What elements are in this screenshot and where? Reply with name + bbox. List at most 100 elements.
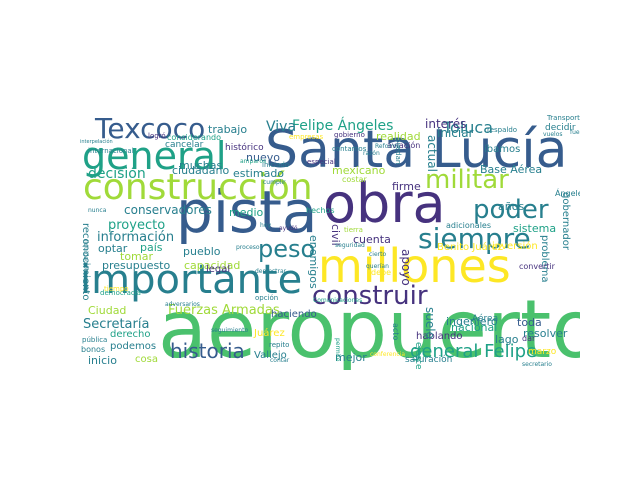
- word-hablando: hablando: [416, 331, 463, 342]
- word-peso: peso: [258, 235, 316, 263]
- word-repito: repito: [269, 341, 290, 349]
- word-demostrar: demostrar: [255, 268, 287, 275]
- word-resolver: resolver: [523, 327, 568, 340]
- word-decision: decisión: [88, 166, 146, 182]
- word-importante: importante: [80, 257, 303, 303]
- word-logro: logró: [148, 132, 166, 140]
- word-optar: optar: [98, 242, 128, 255]
- word-empresas: empresas: [289, 133, 324, 141]
- word-internacional: internacional: [88, 147, 134, 155]
- word-enemigos: enemigos: [307, 235, 320, 289]
- word-podemos: podemos: [110, 341, 157, 352]
- word-seguridad: seguridad: [335, 242, 365, 249]
- word-decidir: decidir: [545, 123, 576, 133]
- word-pista: pista: [176, 178, 318, 246]
- word-liquidacion: liquidación: [82, 240, 89, 273]
- word-comunicaciones: Comunicaciones: [313, 297, 363, 304]
- word-saturacion: saturación: [405, 355, 453, 365]
- word-opcion: opción: [255, 294, 279, 302]
- word-gobernador: gobernador: [560, 192, 571, 250]
- word-angeles: Ángeles: [555, 189, 580, 198]
- word-general-felipe: general Felipe: [410, 341, 538, 362]
- word-bonos: bonos: [81, 345, 106, 354]
- word-juarez: Juárez: [254, 328, 285, 339]
- word-nuevo: nuevo: [246, 151, 280, 164]
- word-nunca: nunca: [88, 207, 107, 214]
- word-pais: país: [140, 241, 163, 254]
- word-muchas: muchas: [179, 159, 223, 172]
- word-publica: pública: [82, 336, 108, 344]
- word-considerando: considerando: [167, 133, 221, 142]
- word-cumplir: cumplir: [263, 179, 286, 186]
- word-cierto: cierto: [369, 251, 387, 258]
- word-pueblo: pueblo: [183, 245, 221, 258]
- word-marzo: marzo: [528, 347, 557, 357]
- word-toda: toda: [517, 316, 542, 329]
- word-gobierno: gobierno: [334, 131, 365, 139]
- word-tierra: tierra: [344, 226, 363, 234]
- word-cosa: cosa: [135, 354, 158, 365]
- word-nacional: nacional: [451, 321, 498, 334]
- word-aerea: Aérea: [472, 314, 499, 324]
- word-sistema: sistema: [513, 222, 557, 235]
- word-debe: debe: [371, 268, 391, 277]
- word-viva: Viva: [266, 119, 297, 135]
- word-seguimiento: seguimiento: [211, 327, 249, 334]
- word-cuenta: cuenta: [353, 233, 391, 246]
- word-ciudadano: ciudadano: [172, 164, 230, 177]
- word-cloud: aeropuerto Santa Lucía pista obra construcci…: [80, 115, 580, 370]
- word-acto: acto: [391, 323, 400, 341]
- word-contamos: contamos: [332, 145, 367, 153]
- word-aeropuerto: aeropuerto: [158, 283, 580, 370]
- word-ibamos: íbamos: [484, 144, 521, 155]
- word-historia: historia: [170, 339, 245, 363]
- word-interpelacion: interpelación: [80, 139, 113, 145]
- word-apoyo: apoyo: [399, 249, 413, 286]
- word-amparos: amparos: [240, 158, 267, 165]
- word-derecho: derecho: [110, 329, 151, 340]
- word-reforma: Reforma: [375, 143, 401, 150]
- word-texcoco: Texcoco: [95, 115, 206, 145]
- word-tomar: tomar: [120, 250, 154, 263]
- word-respaldo: respaldo: [487, 126, 518, 134]
- word-aviacion: aviación: [387, 141, 421, 150]
- word-contar: contar: [270, 357, 290, 364]
- word-lago: lago: [495, 333, 519, 346]
- word-toluca: Toluca: [443, 118, 494, 137]
- word-historico: histórico: [225, 143, 264, 153]
- word-militar: militar: [425, 165, 509, 195]
- word-legal: legal: [206, 264, 231, 275]
- word-construccion: construcción: [83, 167, 313, 208]
- word-mejor: mejor: [335, 351, 367, 364]
- word-firme: firme: [392, 180, 421, 193]
- word-capacidad: capacidad: [184, 259, 241, 272]
- word-trabajo: trabajo: [208, 123, 248, 136]
- word-realidad: realidad: [376, 130, 421, 143]
- word-benito-juarez: Benito Juárez: [437, 242, 504, 253]
- word-siempre: siempre: [418, 222, 531, 255]
- word-fuerza: fuerza: [570, 129, 580, 136]
- word-adversarios: adversarios: [165, 301, 200, 308]
- word-tiempo: tiempo: [104, 285, 129, 293]
- word-vallejo: Vallejo: [254, 350, 287, 361]
- word-querian: querían: [366, 263, 389, 270]
- word-adicionales: adicionales: [446, 221, 492, 230]
- word-conferencia: conferencia: [370, 351, 406, 358]
- word-suelo: suelo: [423, 307, 437, 339]
- word-ejercer: ejercer: [413, 342, 423, 370]
- word-transportes: Transportes: [547, 115, 580, 122]
- word-estimado: estimado: [233, 167, 285, 180]
- word-costar: costar: [342, 175, 367, 184]
- word-presupuesto: presupuesto: [102, 259, 171, 272]
- word-haciendo: haciendo: [271, 309, 317, 320]
- word-hechos: hechos: [306, 206, 335, 215]
- word-inversion: inversión: [492, 241, 538, 252]
- word-santa-lucia: Santa Lucía: [265, 120, 568, 180]
- word-felipe-angeles: Felipe Ángeles: [292, 118, 394, 134]
- word-inicio: inicio: [88, 354, 117, 367]
- word-ingeniero: ingeniero: [446, 315, 498, 328]
- word-especial: especial: [307, 158, 336, 166]
- word-interes: interés: [425, 117, 467, 131]
- word-razon: razón: [363, 150, 380, 157]
- word-fuerzas-armadas: Fuerzas Armadas: [168, 303, 280, 318]
